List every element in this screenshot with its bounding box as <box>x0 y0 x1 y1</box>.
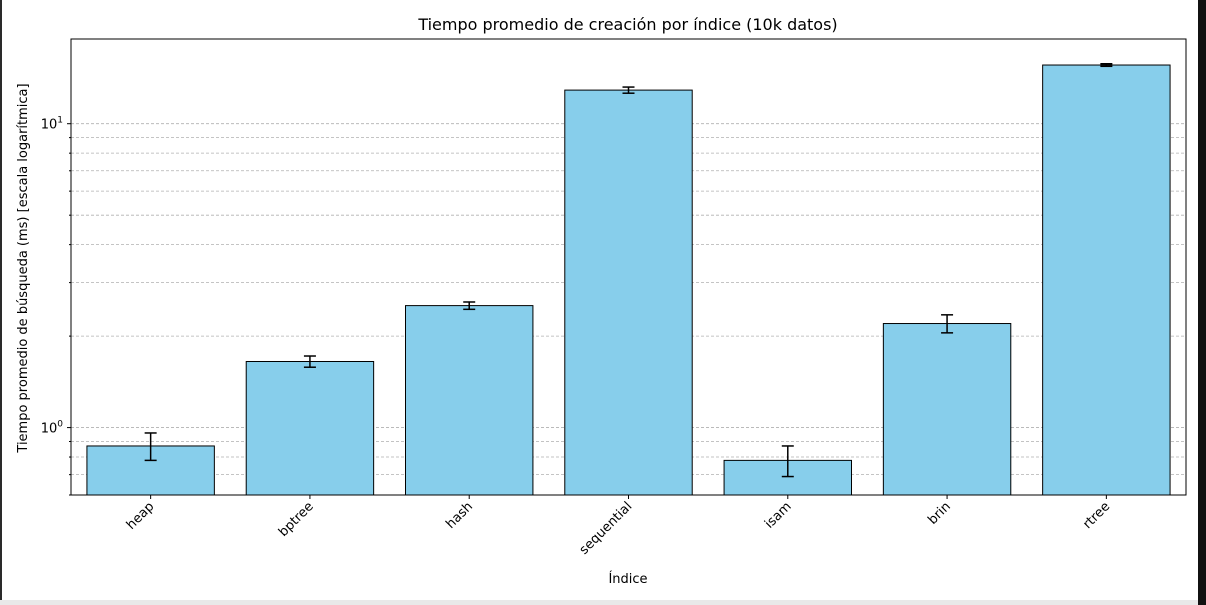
x-tick-label: heap <box>124 499 158 533</box>
y-axis: 100 101 <box>41 116 71 496</box>
x-tick-label: bptree <box>276 499 317 540</box>
chart-title: Tiempo promedio de creación por índice (… <box>417 15 837 34</box>
bar-rtree <box>1042 64 1171 496</box>
bar-bptree <box>245 360 375 496</box>
error-bars <box>144 63 1113 478</box>
y-axis-label: Tiempo promedio de búsqueda (ms) [escala… <box>16 83 31 453</box>
bottom-strip <box>0 600 1198 605</box>
window-edge <box>1198 0 1206 605</box>
x-tick-label: isam <box>762 499 795 532</box>
x-axis: heap bptree hash sequential isam brin rtree <box>124 495 1113 558</box>
y-tick-label: 101 <box>41 116 63 133</box>
y-tick-label: 100 <box>41 420 64 437</box>
bar-brin <box>882 323 1012 496</box>
bar-sequential <box>564 89 693 496</box>
x-tick-label: brin <box>925 499 954 528</box>
x-tick-label: hash <box>443 499 476 532</box>
bars <box>86 64 1171 496</box>
bar-hash <box>405 305 534 496</box>
x-tick-label: rtree <box>1080 499 1113 532</box>
x-tick-label: sequential <box>577 499 636 558</box>
x-axis-label: Índice <box>608 571 647 587</box>
